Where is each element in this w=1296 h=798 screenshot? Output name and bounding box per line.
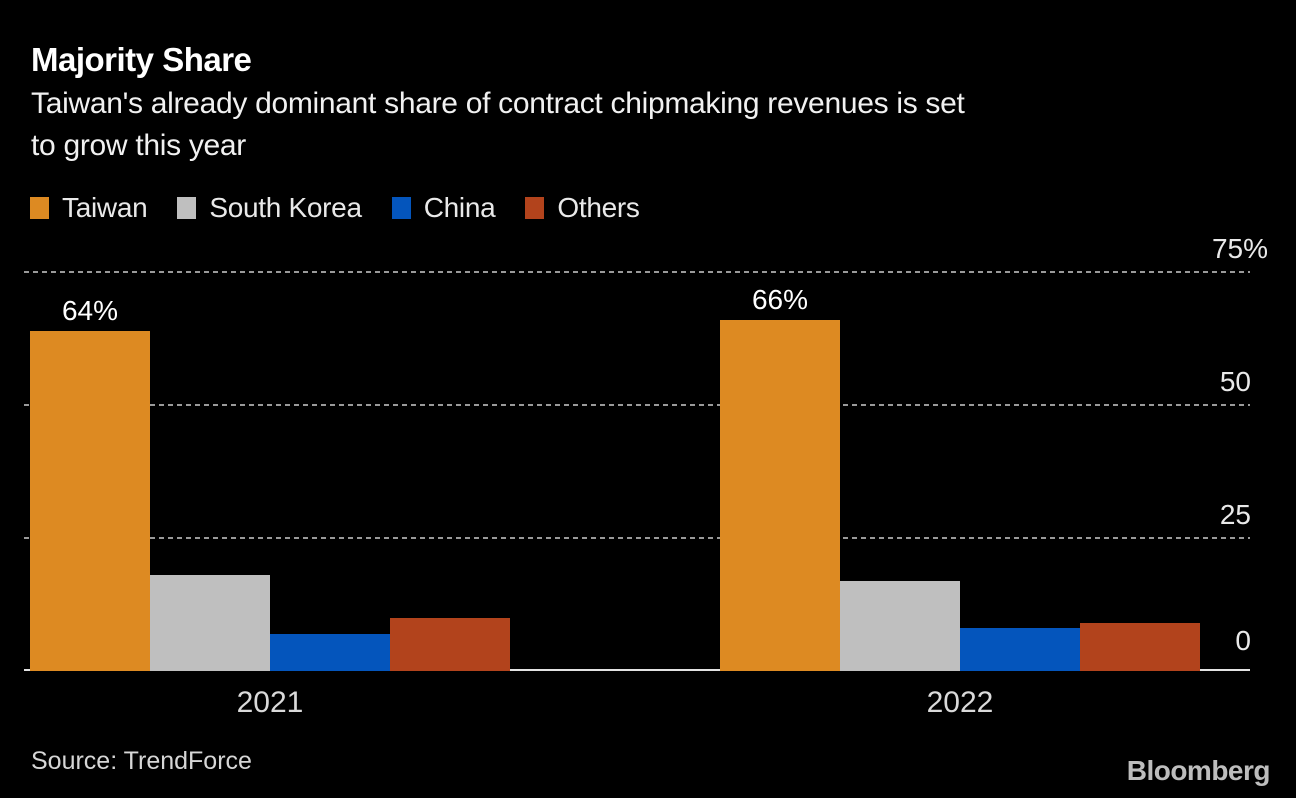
source-text: Source: TrendForce — [31, 747, 252, 775]
legend-item-others: Others — [525, 192, 640, 224]
chart-subtitle-line-1: Taiwan's already dominant share of contr… — [31, 87, 965, 120]
bar-others-2021 — [390, 618, 510, 671]
legend-item-south-korea: South Korea — [177, 192, 362, 224]
chart-subtitle-line-2: to grow this year — [31, 129, 246, 162]
legend-item-taiwan: Taiwan — [30, 192, 148, 224]
legend-label: South Korea — [209, 192, 362, 223]
bar-taiwan-2021 — [30, 331, 150, 671]
legend-label: China — [423, 192, 496, 223]
legend-swatch-icon — [177, 197, 197, 219]
chart-legend: Taiwan South Korea China Others — [30, 192, 640, 224]
legend-swatch-icon — [525, 197, 545, 219]
y-tick-25: 25 — [1219, 499, 1251, 530]
x-label-2021: 2021 — [236, 686, 304, 719]
bar-others-2022 — [1080, 623, 1200, 671]
bar-china-2021 — [270, 634, 390, 671]
x-label-2022: 2022 — [926, 686, 994, 719]
value-label-2022: 66% — [751, 284, 809, 315]
chart-title: Majority Share — [31, 41, 252, 78]
legend-swatch-icon — [391, 197, 411, 219]
y-tick-75: 75% — [1211, 233, 1268, 264]
y-tick-0: 0 — [1235, 625, 1251, 656]
legend-item-china: China — [391, 192, 496, 224]
gridline-25 — [24, 537, 1250, 539]
x-axis-line — [24, 669, 1250, 671]
legend-label: Others — [557, 192, 640, 223]
legend-label: Taiwan — [62, 192, 148, 223]
bar-china-2022 — [960, 628, 1080, 671]
bar-taiwan-2022 — [720, 320, 840, 671]
legend-swatch-icon — [30, 197, 49, 219]
gridline-50 — [24, 404, 1250, 406]
value-label-2021: 64% — [61, 295, 119, 326]
bar-south-korea-2021 — [150, 575, 270, 671]
y-tick-50: 50 — [1219, 366, 1251, 397]
bar-south-korea-2022 — [840, 581, 960, 671]
bloomberg-logo: Bloomberg — [1126, 755, 1271, 786]
gridline-75 — [24, 271, 1250, 273]
